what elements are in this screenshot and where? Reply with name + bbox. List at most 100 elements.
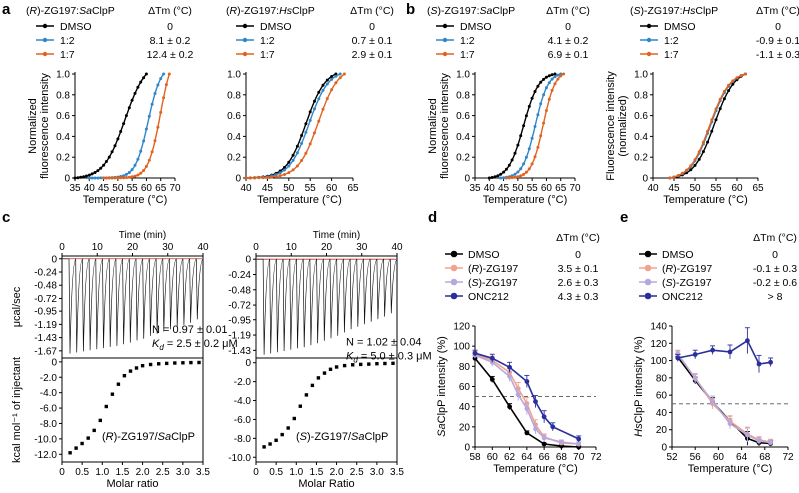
chart-c-right-point: [351, 363, 355, 367]
chart-b-left-point: [504, 176, 508, 180]
chart-a-right-point: [342, 72, 346, 76]
chart-a-left-point: [144, 127, 148, 131]
chart-a-left-point: [87, 173, 91, 177]
chart-a-right-point: [287, 164, 291, 168]
chart-c-left-int-tick-label: -4.0: [40, 388, 58, 399]
chart-b-left-point: [516, 170, 520, 174]
chart-d-xtick-label: 62: [504, 452, 516, 463]
chart-a-right-legend-label: 1:7: [260, 49, 275, 61]
chart-b-left-point: [490, 176, 494, 179]
chart-c-right-complex-label: (S)-ZG197/SaClpP: [296, 431, 388, 443]
chart-a-left-title-part: (: [26, 5, 30, 17]
chart-c-left-raw-tick-label: -0.95: [34, 307, 57, 318]
chart-c-right-kd-value: Kd = 5.0 ± 0.3 μM: [346, 350, 432, 364]
chart-a-left-point: [159, 110, 163, 114]
chart-b-left-point: [519, 174, 523, 178]
chart-d-point: [472, 350, 478, 356]
chart-c-right-time-tick-label: 30: [356, 242, 368, 253]
chart-a-left-ytick-label: 0.6: [56, 111, 70, 122]
chart-a-right-point: [261, 176, 265, 180]
chart-e-dtm-value: 0: [772, 249, 778, 261]
chart-d-xtick-label: 66: [539, 452, 551, 463]
chart-a-right-series-2: [246, 73, 345, 179]
chart-a-left-point: [119, 176, 123, 180]
chart-b-right-dtm-value: -1.1 ± 0.3: [756, 49, 799, 61]
chart-a-left-point: [79, 175, 83, 179]
chart-d-point: [541, 441, 547, 447]
chart-a-left-point: [156, 83, 160, 87]
chart-e-legend-marker: [644, 264, 652, 272]
chart-c-left-ratio-tick-label: 2.5: [156, 467, 170, 478]
chart-a-right-legend-marker: [242, 51, 248, 57]
chart-e-series-2: [677, 353, 771, 444]
chart-c-right-time-tick-label: 40: [391, 242, 403, 253]
chart-b-left-ytick-label: 0.8: [456, 90, 470, 101]
chart-b-right-point: [697, 157, 701, 161]
chart-b-left-dtm-value: 4.1 ± 0.2: [548, 35, 589, 47]
chart-a-left-xtick-label: 55: [127, 183, 139, 194]
chart-b-left-point: [522, 172, 526, 176]
chart-d-legend-label: ONC212: [468, 291, 509, 303]
chart-a-left-legend-label: DMSO: [60, 21, 92, 33]
chart-c-right-point: [310, 383, 315, 388]
chart-a-right-point: [287, 160, 291, 164]
chart-c-left-raw-tick-label: -1.67: [34, 346, 57, 357]
chart-b-right-point: [706, 140, 710, 144]
chart-b-left-point: [527, 147, 531, 151]
chart-a-left-point: [142, 76, 146, 80]
chart-c-right-int-tick-label: -10.0: [228, 453, 251, 464]
chart-c-right-complex-label-part: )-ZG197/: [307, 431, 352, 443]
chart-e-ytick-label: 120: [650, 339, 667, 350]
chart-c-right-kd-value-part: K: [346, 350, 354, 362]
chart-c-left-point: [197, 360, 201, 365]
chart-a-right-ytick-label: 0.6: [227, 111, 241, 122]
chart-c-left-ratio-tick-label: 1.5: [115, 467, 129, 478]
chart-a-right-point: [313, 99, 316, 103]
chart-b-right-point: [697, 150, 701, 154]
chart-e-xtick-label: 60: [713, 452, 725, 463]
chart-d-xtick-label: 58: [469, 452, 481, 463]
chart-e-ytick-label: 80: [656, 373, 668, 384]
chart-c-right-ratio-tick-label: 3.0: [370, 467, 384, 478]
chart-c-left-time-label: Time (min): [119, 230, 166, 241]
chart-b-left-ytick-label: 0.6: [456, 111, 470, 122]
chart-a-right-point: [304, 151, 308, 155]
chart-a-left-dtm-value: 0: [167, 21, 173, 33]
chart-a-left-point: [156, 125, 160, 129]
chart-c-left-point: [116, 382, 121, 386]
chart-c-left: 0 10 20 30 40 Time (min) 0 -0.24 -0.48 -0.72 -0.95…: [34, 230, 237, 490]
chart-c-left-complex-label-part: (: [102, 431, 106, 443]
chart-b-right-point: [722, 89, 726, 93]
chart-b-left-xtick-label: 50: [512, 183, 524, 194]
chart-b-left-point: [539, 102, 543, 106]
chart-b-right-point: [727, 83, 731, 87]
chart-a-right-legend-marker: [242, 37, 248, 43]
chart-d-ytick-label: 0: [464, 443, 470, 454]
chart-a-right-point: [278, 174, 282, 178]
chart-b-left-point: [533, 155, 537, 159]
chart-d-xtick-label: 64: [521, 452, 533, 463]
chart-b-left-point: [547, 74, 551, 78]
chart-c-right-time-tick-label: 20: [321, 242, 333, 253]
chart-a-right-point: [253, 176, 257, 180]
chart-d-xtick-label: 68: [556, 452, 568, 463]
chart-c-right-int-tick-label: -4.0: [234, 396, 252, 407]
chart-a-right-xtick-label: 60: [326, 183, 338, 194]
chart-b-left-point: [530, 96, 534, 100]
chart-a-left-point: [147, 158, 151, 162]
chart-a-right-point: [278, 171, 282, 175]
chart-a-left-point: [130, 168, 134, 172]
chart-e-ylabel-part: ClpP intensity (%): [633, 336, 645, 423]
chart-c-left-ratio-tick-label: 0.5: [75, 467, 89, 478]
chart-a-left-point: [116, 137, 120, 141]
chart-a-right-xtick-label: 45: [262, 183, 274, 194]
chart-e-point: [692, 376, 698, 382]
chart-b-left-point: [533, 125, 537, 128]
chart-c-left-point: [189, 360, 193, 365]
chart-c-left-point: [157, 362, 161, 366]
chart-a-right-point: [304, 122, 308, 126]
chart-d-ylabel-part: ClpP intensity (%): [436, 336, 448, 423]
chart-a-right-point: [325, 78, 329, 82]
chart-c-right-point: [359, 362, 363, 367]
chart-a-left-dtm-header: ΔTm (°C): [148, 5, 192, 17]
